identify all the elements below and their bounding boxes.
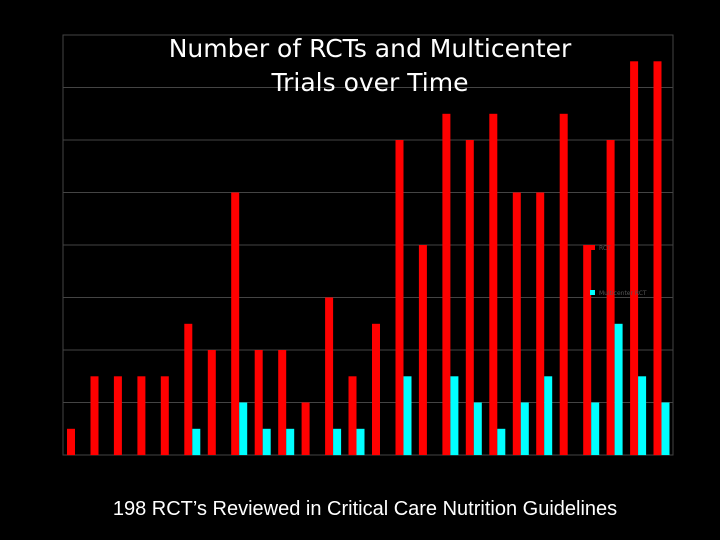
bar-rct [90, 376, 99, 456]
bar-multicenter [333, 428, 342, 456]
bar-rct [559, 113, 568, 456]
bar-rct [160, 376, 169, 456]
bar-rct [418, 245, 427, 455]
bar-rct [113, 376, 122, 456]
bar-rct [536, 192, 545, 455]
legend-swatch [590, 245, 595, 250]
bar-multicenter [450, 376, 459, 456]
bar-rct [583, 245, 592, 455]
bar-multicenter [638, 376, 647, 456]
bar-rct [606, 140, 615, 455]
bar-multicenter [661, 402, 670, 455]
legend-label: RCT [599, 245, 611, 252]
bar-multicenter [192, 428, 201, 456]
bar-rct [653, 61, 662, 456]
bar-multicenter [614, 323, 623, 456]
bar-rct [395, 140, 404, 455]
slide-caption: 198 RCT’s Reviewed in Critical Care Nutr… [112, 498, 618, 520]
bar-multicenter [403, 376, 412, 456]
chart-legend: RCT Multicenter RCT [590, 245, 647, 297]
bar-rct [254, 350, 263, 455]
bar-multicenter [286, 428, 295, 456]
legend-label: Multicenter RCT [599, 290, 647, 297]
bar-rct [512, 192, 521, 455]
bar-multicenter [544, 376, 553, 456]
chart-title-line-1: Number of RCTs and Multicenter [168, 34, 572, 63]
bar-multicenter [262, 428, 271, 456]
bar-rct [301, 402, 310, 455]
bar-rct [207, 350, 216, 455]
chart-bars [67, 61, 670, 456]
bar-rct [489, 113, 498, 456]
bar-multicenter [473, 402, 482, 455]
legend-swatch [590, 290, 595, 295]
bar-rct [442, 113, 451, 456]
bar-rct [348, 376, 357, 456]
bar-multicenter [520, 402, 529, 455]
bar-multicenter [497, 428, 506, 456]
bar-rct [184, 323, 193, 456]
bar-rct [372, 323, 380, 456]
bar-rct [137, 376, 146, 456]
bar-rct [630, 61, 639, 456]
bar-multicenter [356, 428, 365, 456]
plot-frame [62, 34, 674, 456]
bar-rct [325, 297, 334, 455]
bar-rct [465, 140, 474, 455]
bar-rct [231, 192, 240, 455]
bar-rct [278, 350, 287, 455]
bar-rct [67, 428, 75, 456]
chart-title: Number of RCTs and Multicenter Trials ov… [90, 32, 650, 100]
chart-title-line-2: Trials over Time [271, 68, 469, 97]
bar-multicenter [239, 402, 248, 455]
bar-multicenter [591, 402, 600, 455]
